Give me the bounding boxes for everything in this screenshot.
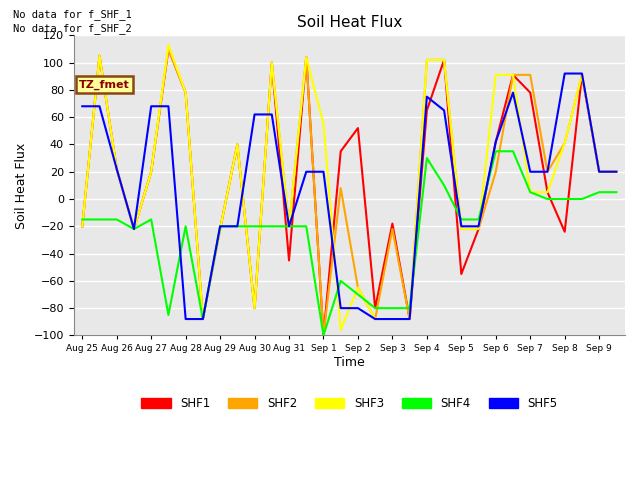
Y-axis label: Soil Heat Flux: Soil Heat Flux	[15, 142, 28, 228]
Title: Soil Heat Flux: Soil Heat Flux	[296, 15, 402, 30]
Text: TZ_fmet: TZ_fmet	[79, 80, 130, 90]
X-axis label: Time: Time	[334, 356, 365, 369]
Text: No data for f_SHF_1: No data for f_SHF_1	[13, 9, 132, 20]
Legend: SHF1, SHF2, SHF3, SHF4, SHF5: SHF1, SHF2, SHF3, SHF4, SHF5	[136, 392, 563, 415]
Text: No data for f_SHF_2: No data for f_SHF_2	[13, 23, 132, 34]
